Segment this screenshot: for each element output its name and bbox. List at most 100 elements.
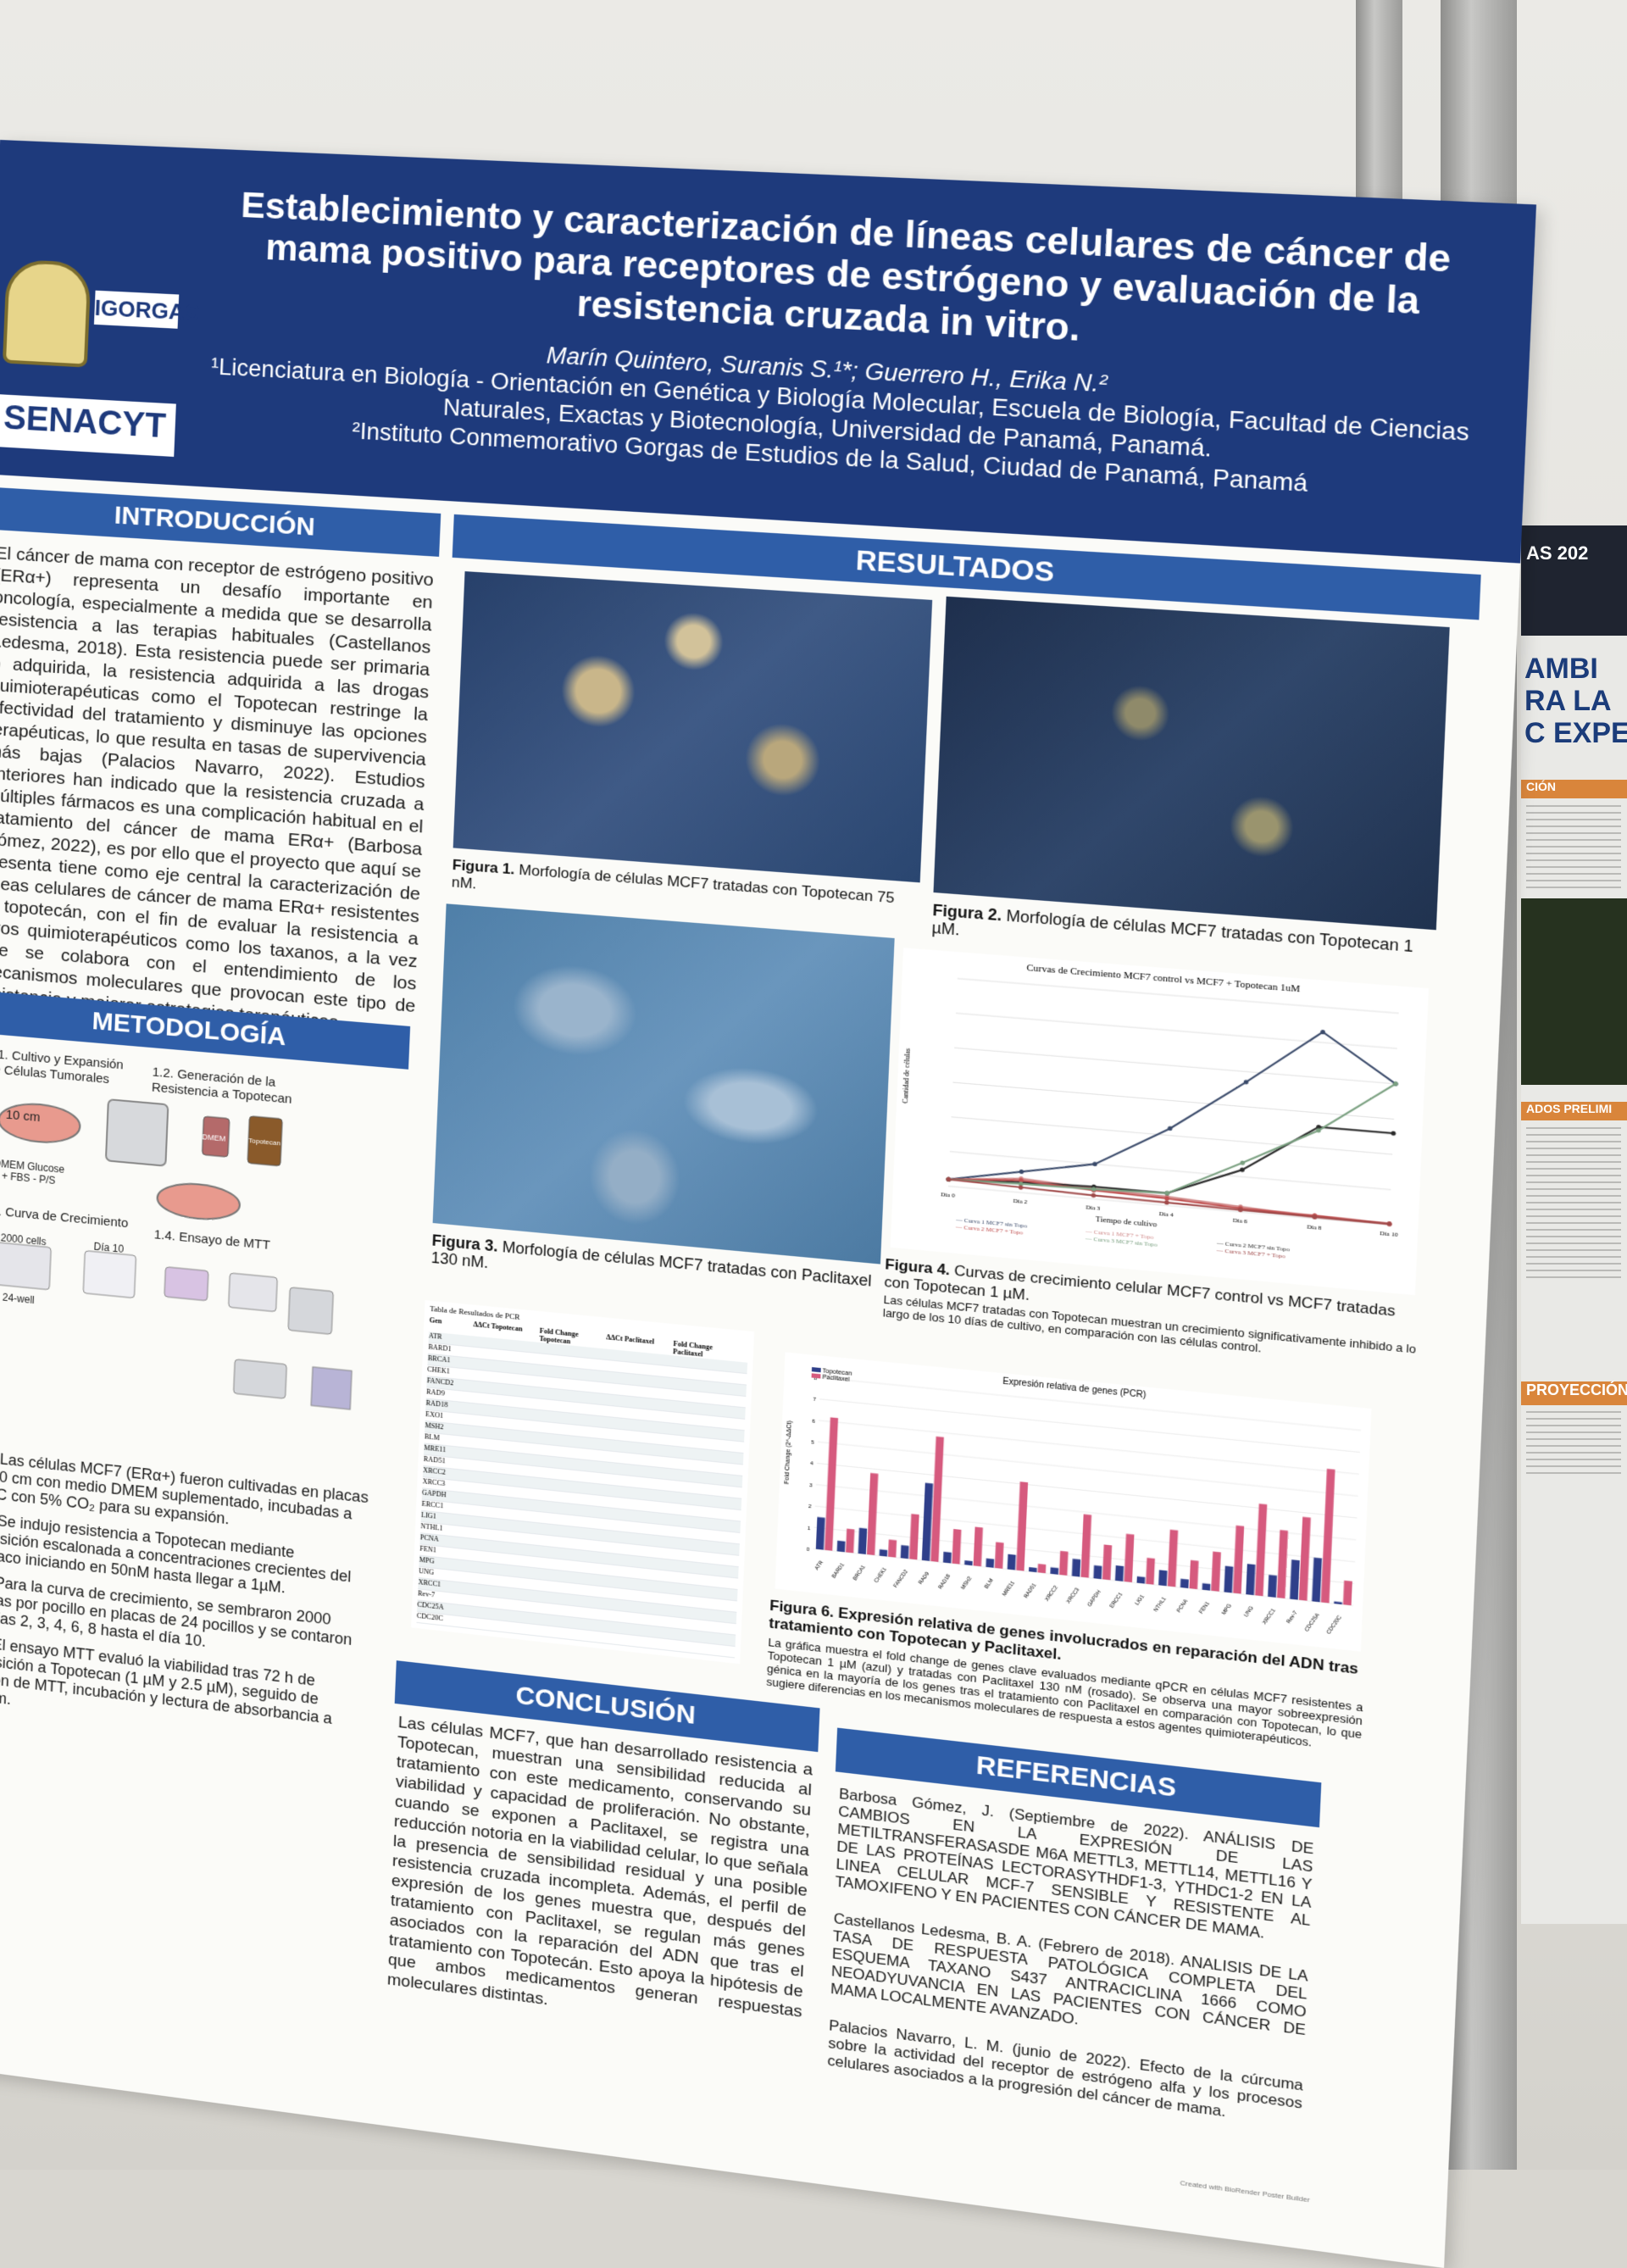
bar-paclitaxel — [1277, 1530, 1288, 1598]
bar-paclitaxel — [1059, 1551, 1069, 1576]
table-gene-cell: XRCC1 — [418, 1578, 441, 1588]
bar-y-tick: 7 — [813, 1398, 817, 1404]
table-body: ATR BARD1 BRCA1 CHEK1 FANCD2 RAD9 RAD18 EXO1 MSH… — [411, 1331, 752, 1659]
table-gene-cell: CHEK1 — [427, 1365, 450, 1376]
bar-gridline — [818, 1442, 1358, 1496]
bar-x-tick: MSH2 — [960, 1576, 974, 1591]
bar-x-tick: MRE11 — [1002, 1580, 1016, 1598]
bar-topotecan — [901, 1545, 909, 1559]
bar-x-tick: LIG1 — [1135, 1593, 1147, 1606]
bar-x-tick: BARD1 — [831, 1562, 846, 1580]
bar-topotecan — [1202, 1583, 1211, 1591]
growth-x-tick: Día 10 — [1380, 1230, 1398, 1238]
dmem-bottle-label: DMEM — [202, 1129, 226, 1147]
bar-x-tick: FANCD2 — [893, 1569, 910, 1589]
table-gene-cell: FEN1 — [419, 1544, 436, 1554]
bar-topotecan — [858, 1528, 868, 1554]
growth-point — [1019, 1185, 1024, 1190]
bar-x-tick: UNG — [1243, 1605, 1255, 1618]
label-24-well: 24-well — [2, 1289, 35, 1308]
bar-paclitaxel — [1146, 1558, 1155, 1585]
research-poster: IGORGAS SENACYT Establecimiento y caract… — [0, 140, 1536, 2268]
growth-gridline — [958, 979, 1399, 1014]
neighbor-title: AMBI RA LA C EXPE — [1521, 653, 1627, 754]
references-list: Barbosa Gómez, J. (Septiembre de 2022). … — [826, 1785, 1314, 2150]
neighbor-section-3: PROYECCIÓN — [1521, 1381, 1627, 1405]
growth-point — [1391, 1131, 1396, 1136]
bar-topotecan — [1136, 1576, 1145, 1584]
bar-topotecan — [964, 1560, 973, 1565]
growth-point — [1091, 1193, 1097, 1198]
bar-paclitaxel — [888, 1539, 897, 1557]
conclusion-text: Las células MCF7, que han desarrollado r… — [386, 1713, 813, 2043]
table-gene-cell: GAPDH — [422, 1488, 447, 1498]
bar-paclitaxel — [1124, 1534, 1134, 1582]
methodology-schematic — [0, 1080, 393, 1477]
bar-topotecan — [1008, 1554, 1016, 1570]
neighbor-text-3 — [1526, 1411, 1621, 1479]
growth-point — [947, 1177, 952, 1182]
table-gene-cell: FANCD2 — [427, 1376, 454, 1387]
bar-topotecan — [1072, 1559, 1080, 1576]
bar-x-tick: XRCC3 — [1066, 1587, 1081, 1605]
resistance-dish — [157, 1181, 241, 1222]
bar-topotecan — [1246, 1564, 1255, 1595]
table-gene-cell: BARD1 — [428, 1343, 452, 1354]
table-gene-cell: MRE11 — [424, 1443, 446, 1454]
bar-x-tick: CDC25A — [1304, 1613, 1321, 1633]
neighbor-section-2: ADOS PRELIMI — [1521, 1102, 1627, 1120]
bar-x-tick: XRCC2 — [1045, 1584, 1060, 1603]
bar-x-tick: FEN1 — [1199, 1600, 1212, 1615]
neighbor-image — [1521, 898, 1627, 1085]
growth-x-tick: Día 8 — [1307, 1223, 1322, 1231]
label-dia-10: Día 10 — [93, 1239, 124, 1257]
table-gene-cell: MSH2 — [425, 1421, 443, 1431]
growth-point — [1164, 1191, 1169, 1196]
bar-topotecan — [943, 1552, 952, 1564]
bar-paclitaxel — [1189, 1560, 1198, 1589]
bar-x-tick: MPG — [1221, 1603, 1233, 1616]
bar-gridline — [820, 1377, 1361, 1430]
bar-y-tick: 4 — [810, 1462, 814, 1468]
mtt-plate-2 — [229, 1273, 278, 1312]
bar-topotecan — [1268, 1575, 1277, 1598]
bar-x-tick: CHEK1 — [874, 1566, 888, 1584]
bar-x-tick: PCNA — [1176, 1598, 1190, 1614]
bar-paclitaxel — [974, 1527, 983, 1567]
bar-topotecan — [837, 1541, 846, 1553]
figure-1-image — [453, 571, 933, 882]
incubator — [106, 1099, 169, 1166]
bar-x-tick: ERCC1 — [1109, 1591, 1124, 1609]
bar-topotecan — [1115, 1565, 1124, 1581]
bar-paclitaxel — [1299, 1517, 1311, 1601]
bar-x-tick: RAD9 — [919, 1570, 931, 1586]
growth-gridline — [952, 1117, 1393, 1154]
legend-swatch-topotecan — [812, 1367, 821, 1372]
bar-x-tick: BRCA1 — [852, 1564, 867, 1581]
bar-paclitaxel — [930, 1437, 944, 1562]
bar-y-tick: 6 — [812, 1419, 816, 1425]
table-gene-cell: XRCC2 — [423, 1466, 446, 1476]
senacyt-logo: SENACYT — [0, 394, 176, 457]
bar-paclitaxel — [1168, 1530, 1178, 1587]
bar-paclitaxel — [867, 1473, 878, 1555]
bar-x-tick: RAD18 — [938, 1573, 952, 1591]
growth-gridline — [956, 1013, 1397, 1048]
growth-point — [1019, 1170, 1025, 1175]
bar-x-tick: BLM — [984, 1578, 995, 1590]
table-gene-cell: ERCC1 — [421, 1500, 443, 1510]
bar-paclitaxel — [909, 1514, 919, 1559]
bar-topotecan — [816, 1517, 825, 1550]
neighbor-section-1: CIÓN — [1521, 780, 1627, 798]
methodology-descriptions: 1.1: Las células MCF7 (ERα+) fueron cult… — [0, 1448, 373, 1750]
table-gene-cell: MPG — [419, 1556, 434, 1565]
growth-x-tick: Día 3 — [1086, 1203, 1101, 1212]
growth-curve-chart: Curvas de Crecimiento MCF7 control vs MC… — [891, 948, 1429, 1295]
bar-paclitaxel — [1211, 1552, 1221, 1592]
bar-x-tick: NTHL1 — [1153, 1596, 1168, 1614]
bar-x-tick: ATR — [814, 1559, 825, 1571]
table-gene-cell: BLM — [425, 1432, 440, 1442]
table-gene-cell: RAD9 — [426, 1387, 445, 1397]
bar-topotecan — [1290, 1559, 1300, 1599]
table-gene-cell: NTHL1 — [420, 1522, 443, 1532]
